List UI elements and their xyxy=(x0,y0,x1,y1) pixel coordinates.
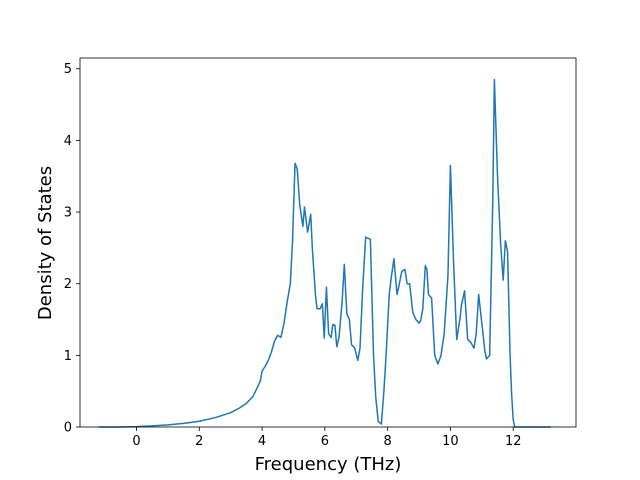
x-tick-label: 0 xyxy=(132,434,140,449)
y-tick-label: 4 xyxy=(64,134,72,149)
dos-line xyxy=(98,78,551,428)
y-tick-label: 1 xyxy=(64,349,72,364)
axes-frame xyxy=(79,57,577,428)
y-tick-label: 2 xyxy=(64,277,72,292)
x-axis-label: Frequency (THz) xyxy=(255,454,402,475)
x-tick-label: 12 xyxy=(505,434,522,449)
x-tick-label: 2 xyxy=(195,434,203,449)
x-tick-label: 10 xyxy=(442,434,459,449)
x-tick-label: 4 xyxy=(258,434,266,449)
plot-area xyxy=(98,78,551,428)
x-tick-label: 6 xyxy=(321,434,329,449)
x-tick-label: 8 xyxy=(384,434,392,449)
y-tick-label: 3 xyxy=(64,206,72,221)
y-axis-label: Density of States xyxy=(35,166,56,320)
y-tick-label: 0 xyxy=(64,421,72,436)
y-tick-label: 5 xyxy=(64,62,72,77)
